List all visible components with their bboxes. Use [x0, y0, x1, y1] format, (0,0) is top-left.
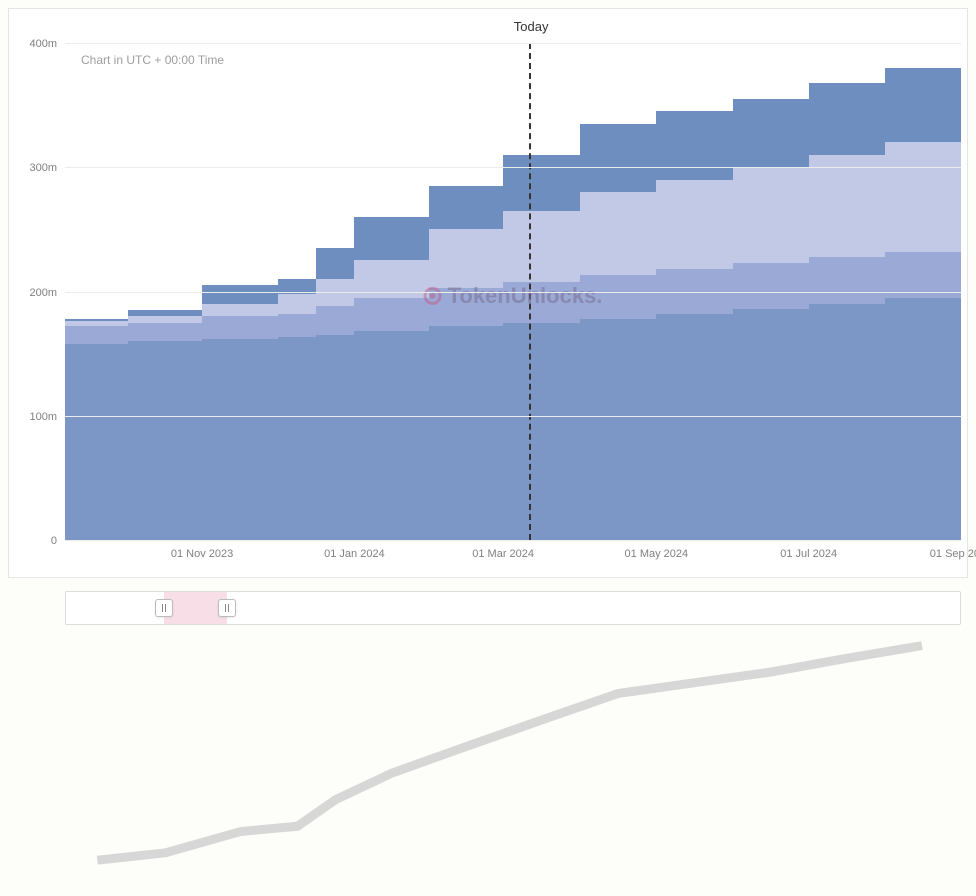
stack-segment	[65, 344, 128, 540]
stack-segment	[202, 304, 278, 316]
stack-segment	[503, 323, 580, 540]
stack-segment	[316, 335, 355, 540]
stack-segment	[278, 294, 316, 314]
y-tick-label: 200m	[29, 287, 57, 299]
stack-segment	[202, 285, 278, 304]
stack-segment	[656, 314, 732, 540]
stack-segment	[429, 229, 503, 287]
stack-segment	[733, 263, 809, 309]
stack-segment	[503, 211, 580, 282]
stack-segment	[316, 306, 355, 335]
x-tick-label: 01 Jan 2024	[324, 548, 385, 560]
gridline: 200m	[65, 292, 961, 293]
stack-segment	[580, 275, 656, 318]
gridline: 100m	[65, 416, 961, 417]
stack-segment	[354, 331, 428, 540]
stack-segment	[503, 282, 580, 323]
stack-segment	[733, 99, 809, 167]
stack-segment	[733, 309, 809, 540]
brush-area	[66, 592, 960, 624]
stack-segment	[202, 316, 278, 338]
brush-handle-left[interactable]	[155, 599, 173, 617]
stack-segment	[809, 257, 885, 304]
stack-segment	[580, 319, 656, 540]
stack-segment	[503, 155, 580, 211]
stack-segment	[809, 83, 885, 155]
stack-segment	[580, 192, 656, 275]
brush-handle-right[interactable]	[218, 599, 236, 617]
x-tick-label: 01 May 2024	[625, 548, 689, 560]
stack-segment	[429, 186, 503, 229]
chart-panel: Chart in UTC + 00:00 Time Today TokenUnl…	[8, 8, 968, 578]
stack-segment	[202, 339, 278, 540]
stack-segment	[580, 124, 656, 192]
stack-segment	[885, 68, 961, 143]
y-tick-label: 100m	[29, 411, 57, 423]
y-tick-label: 400m	[29, 38, 57, 50]
x-tick-label: 01 Nov 2023	[171, 548, 233, 560]
stack-segment	[128, 341, 202, 540]
stack-segment	[885, 142, 961, 251]
gridline: 300m	[65, 167, 961, 168]
range-brush[interactable]	[65, 591, 961, 625]
x-tick-label: 01 Jul 2024	[780, 548, 837, 560]
stack-segment	[278, 314, 316, 338]
stack-segment	[885, 298, 961, 540]
x-tick-label: 01 Mar 2024	[472, 548, 534, 560]
plot-area[interactable]: Today TokenUnlocks. 0100m200m300m400m01 …	[65, 43, 961, 541]
stack-segment	[278, 337, 316, 540]
y-tick-label: 300m	[29, 162, 57, 174]
stack-segment	[429, 288, 503, 327]
stack-segment	[128, 323, 202, 342]
stack-segment	[733, 167, 809, 263]
today-marker-label: Today	[514, 19, 549, 34]
stack-segment	[809, 155, 885, 257]
stack-segment	[809, 304, 885, 540]
stack-segment	[65, 326, 128, 343]
gridline: 0	[65, 540, 961, 541]
stack-segment	[354, 298, 428, 332]
stack-segment	[429, 326, 503, 540]
stack-segment	[656, 180, 732, 269]
stack-segment	[316, 248, 355, 279]
x-tick-label: 01 Sep 2024	[930, 548, 976, 560]
app-root: Chart in UTC + 00:00 Time Today TokenUnl…	[0, 0, 976, 638]
stack-segment	[656, 111, 732, 179]
stack-segment	[316, 279, 355, 306]
y-tick-label: 0	[51, 535, 57, 547]
gridline: 400m	[65, 43, 961, 44]
stack-segment	[354, 217, 428, 260]
